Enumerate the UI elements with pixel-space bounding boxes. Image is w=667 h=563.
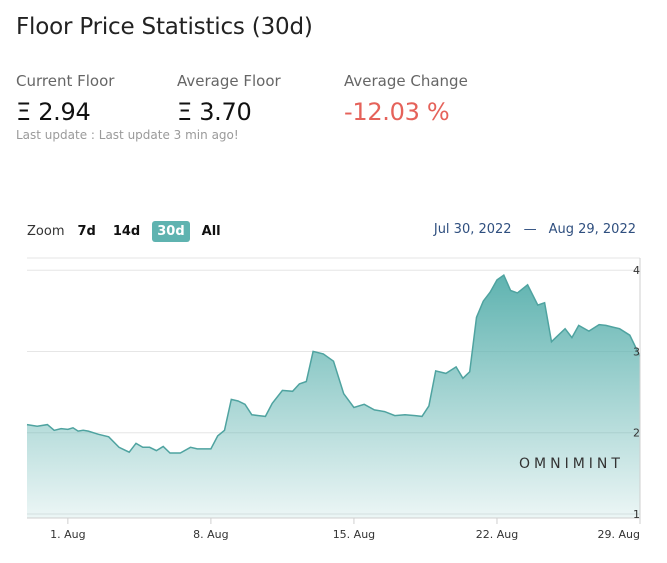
- y-tick-label: 2: [633, 427, 640, 440]
- average-floor-label: Average Floor: [177, 72, 281, 90]
- range-to-date[interactable]: Aug 29, 2022: [548, 222, 636, 237]
- x-tick-label: 8. Aug: [193, 528, 228, 541]
- x-tick-label: 15. Aug: [333, 528, 375, 541]
- zoom-all-button[interactable]: All: [201, 223, 221, 239]
- page-title: Floor Price Statistics (30d): [16, 14, 313, 40]
- zoom-7d-button[interactable]: 7d: [77, 223, 96, 239]
- range-separator: —: [523, 222, 537, 237]
- y-tick-label: 1: [633, 508, 640, 521]
- average-change-label: Average Change: [344, 72, 468, 90]
- average-floor-value: Ξ 3.70: [177, 98, 252, 126]
- x-axis-ticks: 1. Aug 8. Aug 15. Aug 22. Aug 29. Aug: [50, 518, 641, 541]
- zoom-14d-button[interactable]: 14d: [112, 223, 141, 239]
- omnimint-watermark: OMNIMINT: [519, 456, 624, 472]
- x-tick-label: 1. Aug: [50, 528, 85, 541]
- average-change-stat: Average Change -12.03 %: [344, 72, 468, 126]
- date-range: Jul 30, 2022 — Aug 29, 2022: [434, 222, 636, 237]
- x-tick-label: 22. Aug: [476, 528, 518, 541]
- range-from-date[interactable]: Jul 30, 2022: [433, 222, 512, 237]
- area-series-line: [26, 273, 641, 454]
- last-update-text: Last update : Last update 3 min ago!: [16, 128, 239, 142]
- y-axis-ticks: 1 2 3 4: [633, 264, 640, 521]
- average-change-value: -12.03 %: [344, 98, 450, 126]
- average-floor-stat: Average Floor Ξ 3.70: [177, 72, 281, 126]
- zoom-30d-button[interactable]: 30d: [152, 220, 190, 242]
- current-floor-stat: Current Floor Ξ 2.94: [16, 72, 114, 126]
- current-floor-label: Current Floor: [16, 72, 115, 90]
- current-floor-value: Ξ 2.94: [16, 98, 91, 126]
- area-series-fill: [27, 275, 640, 518]
- y-tick-label: 3: [633, 345, 640, 358]
- zoom-label: Zoom: [27, 223, 65, 239]
- y-tick-label: 4: [633, 264, 640, 277]
- x-tick-label: 29. Aug: [598, 528, 640, 541]
- zoom-controls: Zoom 7d 14d 30d All: [27, 218, 233, 244]
